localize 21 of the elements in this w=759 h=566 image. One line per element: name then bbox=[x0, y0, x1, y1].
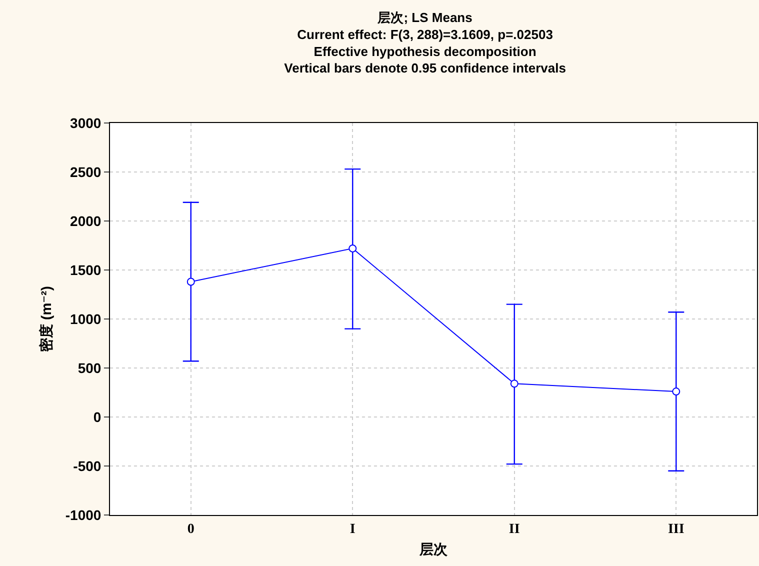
x-tick-label: I bbox=[350, 522, 356, 537]
y-tick-label: 0 bbox=[93, 408, 102, 425]
x-tick-label: 0 bbox=[187, 522, 194, 537]
chart-title: 层次; LS Means bbox=[376, 10, 472, 25]
point bbox=[186, 278, 195, 286]
point bbox=[510, 380, 518, 388]
point bbox=[348, 244, 357, 252]
y-tick-label: -500 bbox=[73, 458, 102, 474]
y-tick-label: 1000 bbox=[70, 310, 102, 327]
y-tick-label: 500 bbox=[78, 360, 102, 376]
x-axis-title: 层次 bbox=[418, 541, 448, 558]
y-tick-label: 1500 bbox=[70, 262, 102, 278]
x-tick-label: II bbox=[508, 522, 520, 537]
chart-subtitle: Current effect: F(3, 288)=3.1609, p=.02503 Effective hypothesis decomposition Vertical bars denote 0.95 confidence intervals bbox=[284, 26, 566, 76]
x-tick-label: III bbox=[668, 522, 684, 537]
y-tick-label: -1000 bbox=[65, 506, 102, 523]
y-tick-label: 3000 bbox=[70, 114, 102, 131]
point bbox=[672, 388, 680, 396]
y-axis-title: 密度 (m⁻²) bbox=[38, 286, 54, 352]
y-tick-label: 2000 bbox=[70, 212, 102, 229]
y-tick-label: 2500 bbox=[70, 164, 102, 180]
